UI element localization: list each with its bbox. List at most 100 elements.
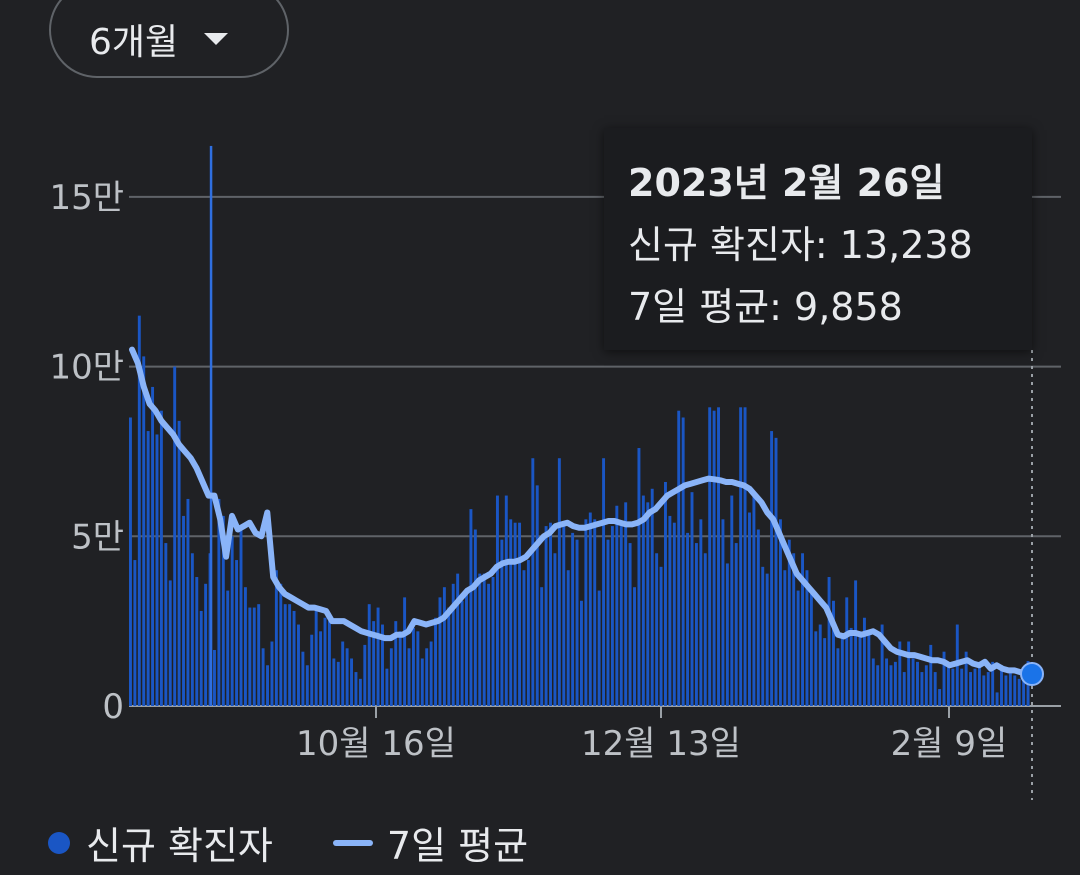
case-bar[interactable] bbox=[230, 536, 234, 706]
case-bar[interactable] bbox=[885, 658, 889, 706]
case-bar[interactable] bbox=[168, 580, 172, 706]
case-bar[interactable] bbox=[845, 597, 849, 706]
average-line[interactable] bbox=[129, 346, 1035, 676]
case-bar[interactable] bbox=[239, 526, 243, 706]
case-bar[interactable] bbox=[778, 519, 782, 706]
case-bar[interactable] bbox=[770, 431, 774, 706]
case-bar[interactable] bbox=[792, 553, 796, 706]
case-bar[interactable] bbox=[376, 607, 380, 706]
case-bar[interactable] bbox=[659, 566, 663, 706]
case-bar[interactable] bbox=[173, 366, 177, 706]
case-bar[interactable] bbox=[610, 526, 614, 706]
legend-cases-label[interactable]: 신규 확진자 bbox=[86, 824, 273, 868]
case-bar[interactable] bbox=[190, 553, 194, 706]
case-bar[interactable] bbox=[495, 495, 499, 706]
case-bar[interactable] bbox=[562, 526, 566, 706]
case-bar[interactable] bbox=[310, 634, 314, 706]
case-bar[interactable] bbox=[213, 649, 216, 706]
case-bar[interactable] bbox=[991, 661, 995, 706]
case-bar[interactable] bbox=[217, 498, 221, 706]
case-bar[interactable] bbox=[681, 417, 685, 706]
case-bar[interactable] bbox=[332, 658, 336, 706]
case-bar[interactable] bbox=[752, 495, 756, 706]
case-bar[interactable] bbox=[898, 641, 902, 706]
case-bar[interactable] bbox=[522, 570, 526, 706]
case-bar[interactable] bbox=[995, 692, 999, 706]
case-bar[interactable] bbox=[526, 560, 530, 706]
case-bar[interactable] bbox=[429, 641, 433, 706]
case-bar[interactable] bbox=[155, 434, 159, 706]
case-bar[interactable] bbox=[920, 672, 924, 706]
case-bar[interactable] bbox=[557, 458, 561, 706]
case-bar[interactable] bbox=[796, 590, 800, 706]
case-bar[interactable] bbox=[363, 644, 367, 706]
case-bar[interactable] bbox=[434, 617, 438, 706]
case-bar[interactable] bbox=[372, 621, 376, 706]
case-bar[interactable] bbox=[677, 410, 681, 706]
case-bar[interactable] bbox=[473, 529, 477, 707]
case-bar[interactable] bbox=[624, 502, 628, 706]
case-bar[interactable] bbox=[456, 573, 460, 706]
case-bar[interactable] bbox=[823, 638, 827, 706]
case-bar[interactable] bbox=[849, 627, 853, 706]
case-bar[interactable] bbox=[739, 407, 743, 706]
case-bar[interactable] bbox=[261, 648, 265, 706]
case-bar[interactable] bbox=[279, 583, 283, 706]
case-bar[interactable] bbox=[832, 600, 835, 706]
case-bar[interactable] bbox=[314, 610, 318, 706]
case-bar[interactable] bbox=[425, 648, 429, 706]
case-bar[interactable] bbox=[650, 488, 654, 706]
case-bar[interactable] bbox=[248, 607, 252, 706]
case-bar[interactable] bbox=[721, 519, 725, 706]
case-bar[interactable] bbox=[398, 631, 402, 706]
case-bar[interactable] bbox=[893, 661, 897, 706]
case-bar[interactable] bbox=[553, 553, 557, 706]
case-bar[interactable] bbox=[876, 665, 880, 706]
case-bar[interactable] bbox=[960, 668, 964, 706]
case-bar[interactable] bbox=[664, 481, 667, 706]
case-bar[interactable] bbox=[358, 678, 362, 706]
case-bar[interactable] bbox=[129, 417, 132, 706]
case-bar[interactable] bbox=[487, 583, 491, 706]
case-bar[interactable] bbox=[708, 407, 712, 706]
case-bar[interactable] bbox=[447, 607, 451, 706]
case-bar[interactable] bbox=[924, 665, 928, 706]
case-bar[interactable] bbox=[986, 672, 990, 706]
case-bar[interactable] bbox=[637, 448, 641, 706]
case-bar[interactable] bbox=[478, 573, 482, 706]
case-bar[interactable] bbox=[319, 631, 323, 706]
case-bar[interactable] bbox=[911, 658, 915, 706]
case-bar[interactable] bbox=[221, 515, 225, 706]
case-bar[interactable] bbox=[504, 495, 508, 706]
case-bar[interactable] bbox=[672, 522, 676, 706]
case-bar[interactable] bbox=[535, 485, 539, 706]
case-bar[interactable] bbox=[867, 634, 871, 706]
case-bar[interactable] bbox=[465, 590, 468, 706]
case-bar[interactable] bbox=[1022, 672, 1026, 706]
case-bar[interactable] bbox=[566, 570, 570, 706]
case-bar[interactable] bbox=[350, 658, 353, 706]
case-bar[interactable] bbox=[540, 587, 544, 706]
case-bar[interactable] bbox=[584, 519, 588, 706]
case-bar[interactable] bbox=[252, 607, 256, 706]
case-bar[interactable] bbox=[969, 672, 973, 706]
case-bar[interactable] bbox=[858, 631, 862, 706]
case-bar[interactable] bbox=[933, 672, 937, 706]
case-bar[interactable] bbox=[283, 604, 287, 706]
case-bar[interactable] bbox=[593, 519, 597, 706]
case-bar[interactable] bbox=[929, 644, 933, 706]
case-bar[interactable] bbox=[500, 539, 504, 706]
case-bar[interactable] bbox=[305, 665, 309, 706]
case-bar[interactable] bbox=[615, 505, 619, 706]
case-bar[interactable] bbox=[1017, 678, 1021, 706]
case-bar[interactable] bbox=[1013, 675, 1017, 706]
case-bar[interactable] bbox=[964, 651, 968, 706]
case-bar[interactable] bbox=[668, 515, 672, 706]
case-bar[interactable] bbox=[907, 641, 911, 706]
case-bar[interactable] bbox=[818, 624, 822, 706]
case-bar[interactable] bbox=[734, 543, 738, 706]
case-bar[interactable] bbox=[442, 587, 446, 706]
case-bar[interactable] bbox=[690, 492, 694, 706]
case-bar[interactable] bbox=[297, 624, 300, 706]
case-bar[interactable] bbox=[712, 410, 716, 706]
